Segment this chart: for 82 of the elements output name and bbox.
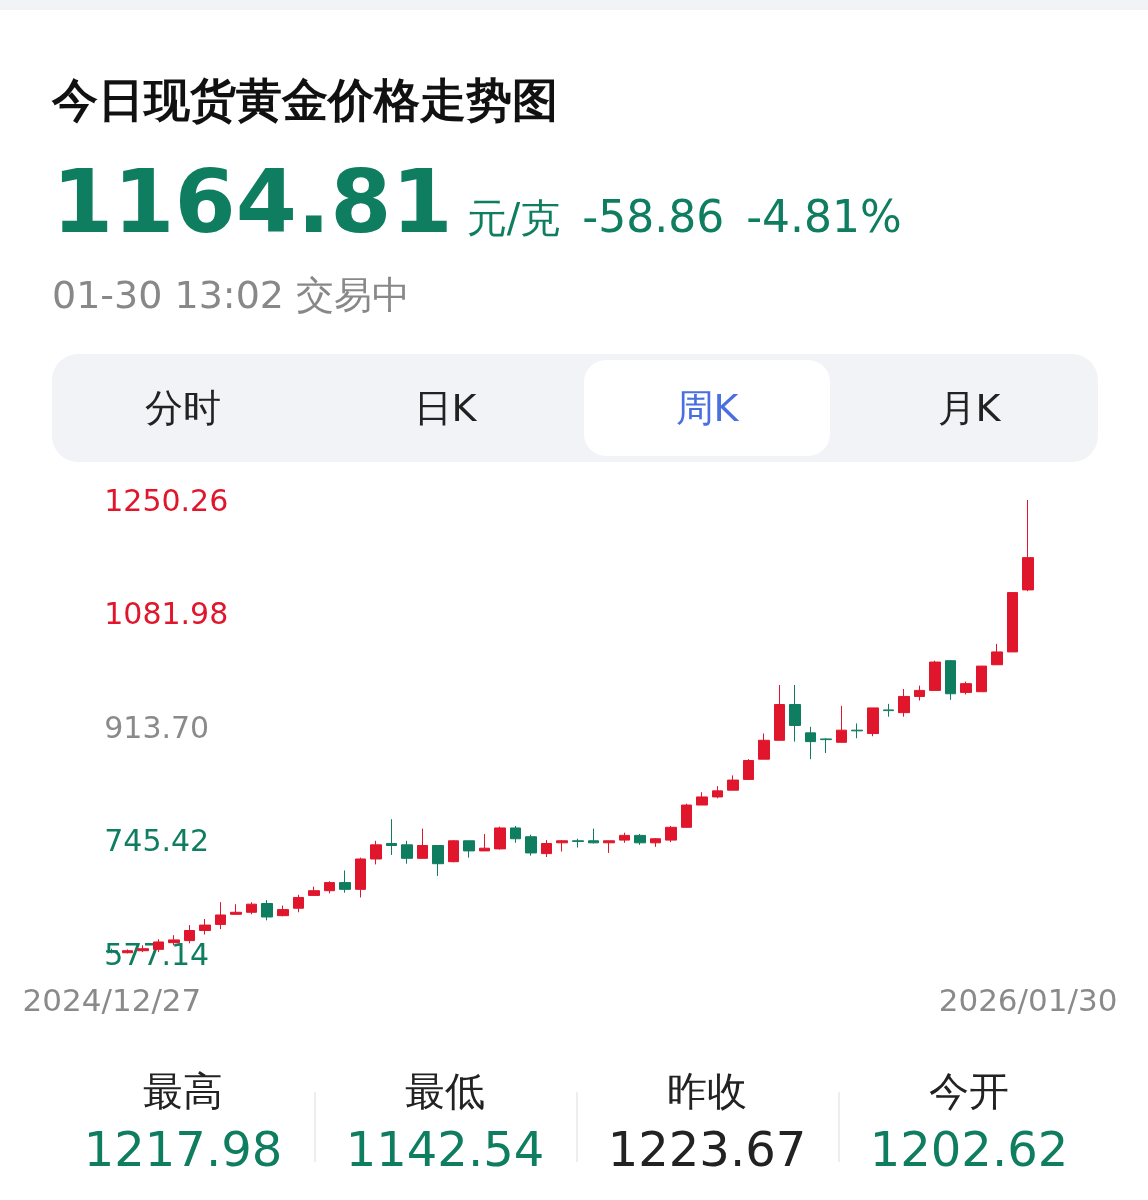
candlestick <box>805 726 816 760</box>
chart-title: 今日现货黄金价格走势图 <box>52 73 558 127</box>
candlestick <box>743 758 754 781</box>
candlestick <box>246 901 257 915</box>
text: 分时 <box>145 384 221 432</box>
candlestick <box>1022 499 1034 592</box>
candlestick <box>199 918 211 936</box>
text: 1217.98 <box>83 1121 283 1177</box>
candlestick <box>556 839 568 853</box>
candlestick <box>851 722 863 739</box>
candlestick <box>650 837 661 848</box>
candlestick <box>386 818 397 856</box>
candlestick <box>929 660 941 691</box>
candlestick <box>727 774 739 791</box>
text: 今开 <box>929 1068 1009 1114</box>
y-tick-label: 1250.26 <box>104 482 229 518</box>
text: 元/克 <box>466 195 561 241</box>
text: 01-30 13:02 交易中 <box>52 273 411 317</box>
text: 月K <box>937 384 1001 432</box>
candlestick <box>448 839 459 863</box>
candlestick <box>277 905 289 917</box>
candlestick <box>976 665 987 693</box>
candlestick <box>1007 592 1018 653</box>
x-tick-label: 2024/12/27 <box>22 981 202 1018</box>
candlestick <box>883 703 894 718</box>
candlestick <box>370 840 382 865</box>
candlestick <box>261 899 273 921</box>
candlestick <box>681 803 692 829</box>
candlestick <box>463 840 475 859</box>
candlestick <box>867 707 879 737</box>
candlestick <box>510 825 521 844</box>
text: -58.86 <box>582 191 725 242</box>
candlestick <box>712 785 723 799</box>
candlestick <box>230 903 242 916</box>
candlestick <box>572 838 584 849</box>
candlestick <box>820 737 832 754</box>
candlestick <box>603 840 615 854</box>
candlestick <box>960 681 972 695</box>
candlestick <box>619 832 630 844</box>
candlestick <box>479 833 490 852</box>
candlestick <box>774 684 785 741</box>
candlestick <box>665 825 677 843</box>
candlestick <box>898 688 910 718</box>
candlestick <box>758 733 770 760</box>
text: 1202.62 <box>869 1121 1069 1177</box>
y-tick-label: 1081.98 <box>104 596 229 631</box>
y-tick-label: 913.70 <box>104 709 210 745</box>
candlestick <box>836 705 847 743</box>
candlestick <box>789 684 801 743</box>
candlestick <box>634 833 646 846</box>
candlestick <box>106 948 118 954</box>
candlestick <box>696 791 708 806</box>
candlestick <box>215 901 226 930</box>
candlestick <box>122 948 133 954</box>
text: 最高 <box>143 1068 223 1114</box>
text: -4.81% <box>746 191 902 242</box>
candlestick <box>945 659 956 701</box>
text: 1164.81 <box>52 150 453 253</box>
text: 昨收 <box>667 1068 747 1114</box>
candlestick <box>339 869 351 894</box>
candlestick <box>293 894 304 913</box>
candlestick <box>541 839 552 858</box>
text: 最低 <box>405 1068 485 1114</box>
candlestick <box>184 924 195 944</box>
candlestick <box>432 845 444 877</box>
candlestick <box>991 643 1003 666</box>
y-tick-label: 745.42 <box>104 823 210 858</box>
x-tick-label: 2026/01/30 <box>938 981 1118 1018</box>
candlestick <box>355 857 366 898</box>
candlestick <box>308 886 320 896</box>
candlestick <box>324 880 335 894</box>
candlestick <box>417 828 428 859</box>
text: 1142.54 <box>345 1121 545 1177</box>
candlestick <box>137 944 149 953</box>
candlestick <box>525 834 537 857</box>
text: 日K <box>413 384 477 432</box>
candlestick <box>401 840 413 865</box>
candlestick <box>588 828 599 844</box>
text: 1223.67 <box>607 1121 807 1177</box>
text: 周K <box>675 384 739 432</box>
candlestick <box>494 826 506 851</box>
candlestick <box>914 685 925 701</box>
